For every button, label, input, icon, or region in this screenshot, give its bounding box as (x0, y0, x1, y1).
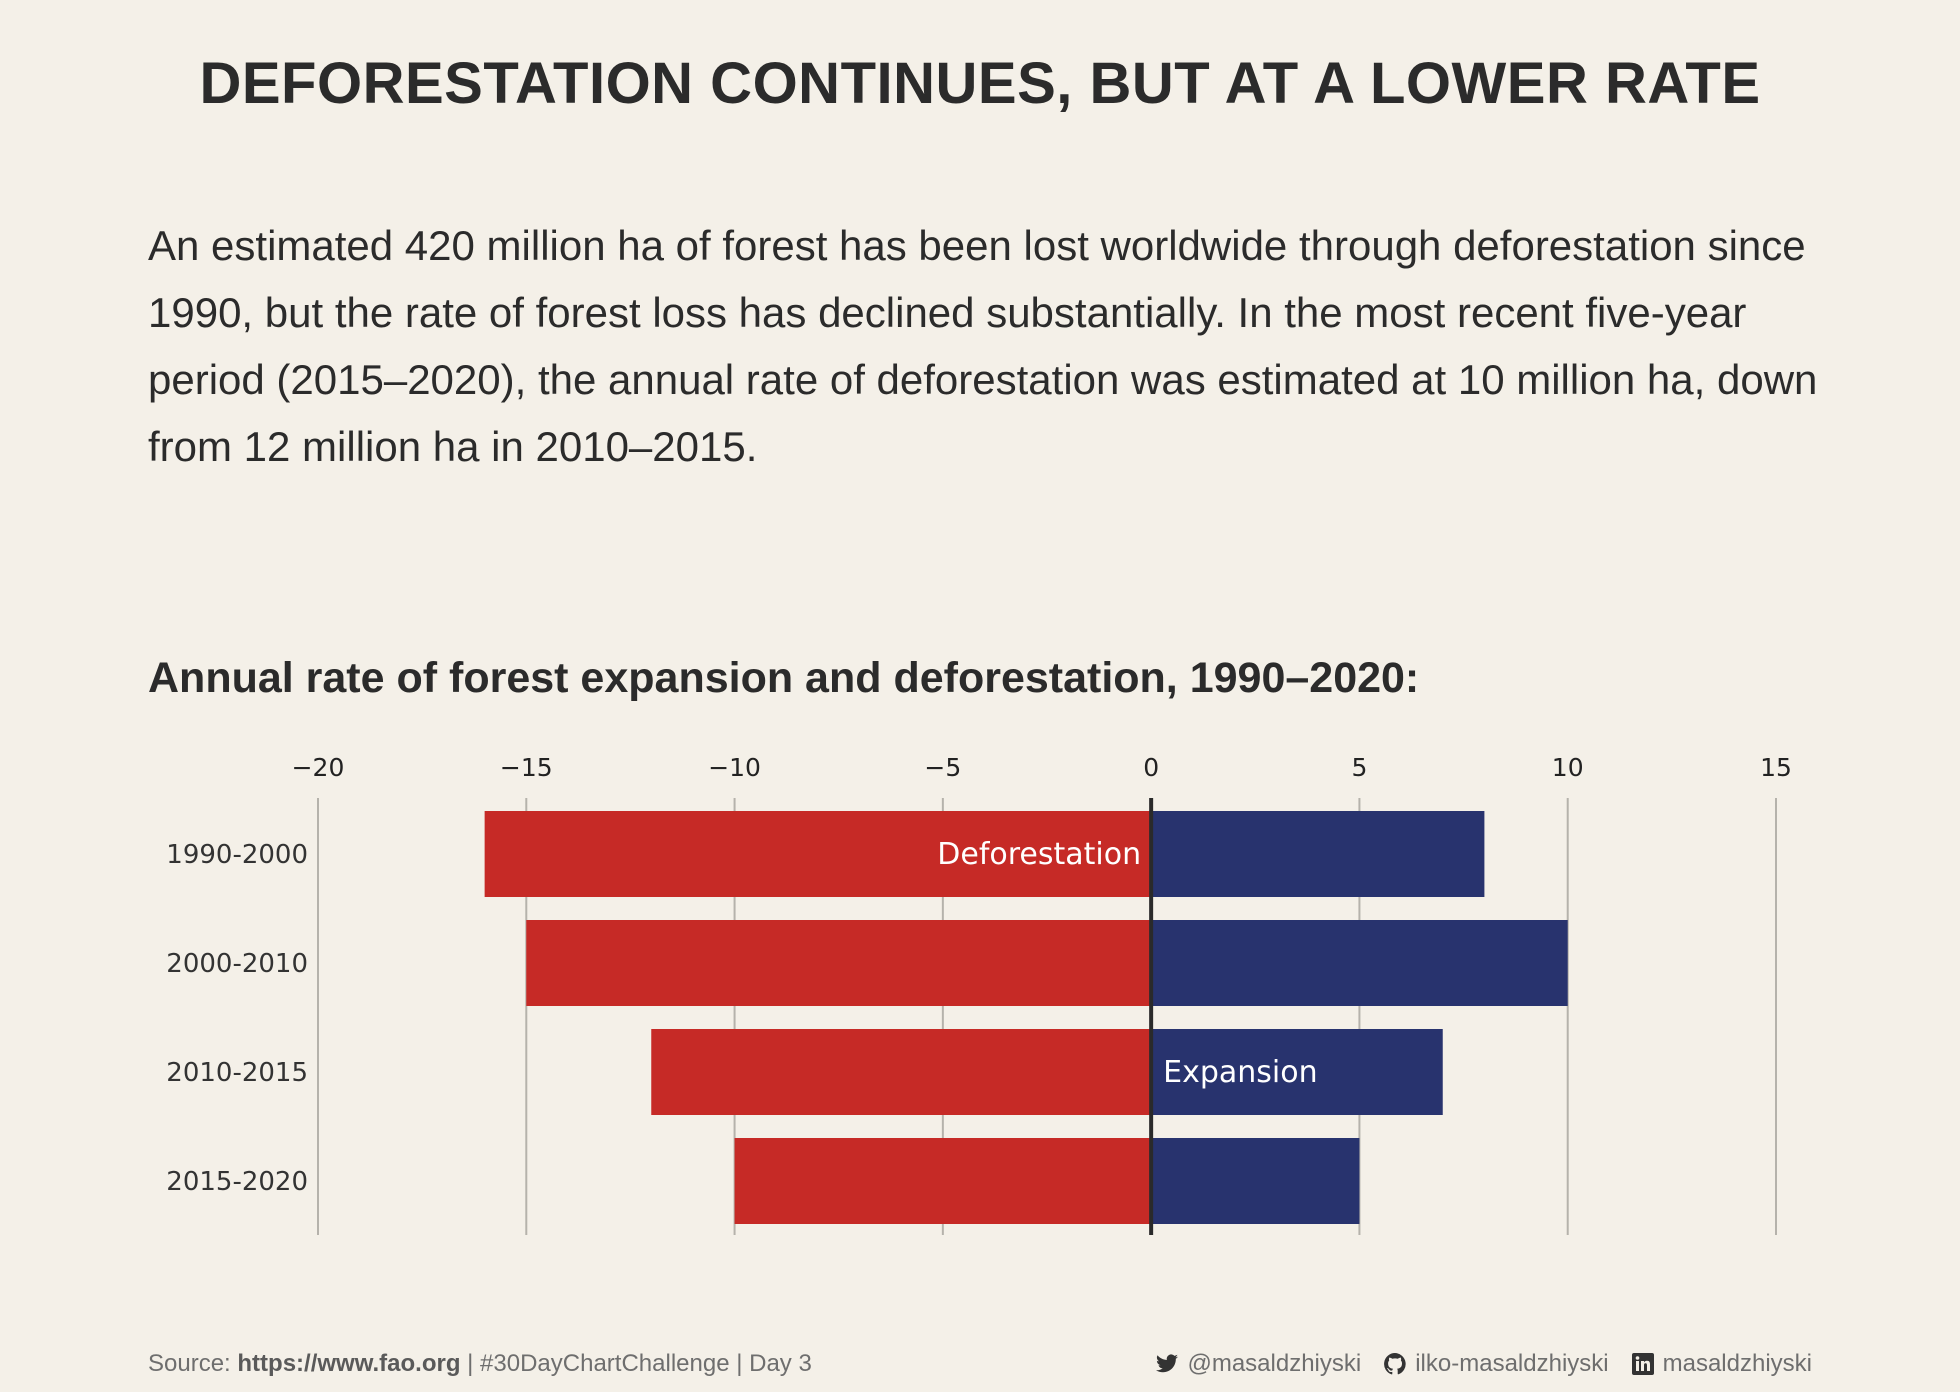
category-label: 2010-2015 (166, 1058, 308, 1088)
deforestation-label: Deforestation (937, 837, 1141, 872)
expansion-bar (1151, 811, 1485, 897)
source-suffix: | #30DayChartChallenge | Day 3 (460, 1350, 812, 1377)
twitter-icon (1156, 1354, 1179, 1373)
category-label: 2015-2020 (166, 1167, 308, 1197)
source-link[interactable]: https://www.fao.org (237, 1350, 461, 1377)
bar-chart: −20 −15 −10 −5 0 5 10 15 1990-2000 2000-2010 2010-… (166, 753, 1792, 1235)
description: An estimated 420 million ha of forest ha… (148, 222, 1818, 470)
expansion-bar (1151, 1138, 1360, 1224)
x-tick-label: −15 (500, 753, 553, 782)
source-prefix: Source: (148, 1350, 238, 1377)
expansion-bar (1151, 920, 1568, 1006)
x-tick-label: −10 (708, 753, 761, 782)
linkedin-icon (1631, 1353, 1654, 1375)
social-links: @masaldzhiyski ilko-masaldzhiyski masald… (1155, 1350, 1812, 1378)
x-tick-label: 5 (1351, 753, 1367, 782)
x-tick-label: 15 (1760, 753, 1792, 782)
linkedin-handle: masaldzhiyski (1662, 1350, 1812, 1377)
source-note: Source: https://www.fao.org | #30DayChar… (148, 1350, 812, 1378)
twitter-link[interactable]: @masaldzhiyski (1155, 1350, 1361, 1378)
deforestation-bar (734, 1138, 1152, 1224)
page-title: DEFORESTATION CONTINUES, BUT AT A LOWER … (199, 51, 1761, 116)
x-tick-label: −20 (292, 753, 345, 782)
github-link[interactable]: ilko-masaldzhiyski (1383, 1350, 1609, 1378)
expansion-label: Expansion (1163, 1055, 1317, 1090)
github-handle: ilko-masaldzhiyski (1415, 1350, 1609, 1377)
x-tick-label: 10 (1552, 753, 1584, 782)
expansion-bar (1151, 1029, 1443, 1115)
category-label: 2000-2010 (166, 949, 308, 979)
chart-subtitle: Annual rate of forest expansion and defo… (148, 654, 1420, 702)
x-tick-label: 0 (1143, 753, 1159, 782)
deforestation-bar (651, 1029, 1152, 1115)
github-icon (1384, 1353, 1406, 1375)
linkedin-link[interactable]: masaldzhiyski (1631, 1350, 1812, 1378)
deforestation-bar (526, 920, 1152, 1006)
twitter-handle: @masaldzhiyski (1187, 1350, 1362, 1377)
x-tick-label: −5 (924, 753, 961, 782)
category-label: 1990-2000 (166, 840, 308, 870)
deforestation-bar (484, 811, 1152, 897)
